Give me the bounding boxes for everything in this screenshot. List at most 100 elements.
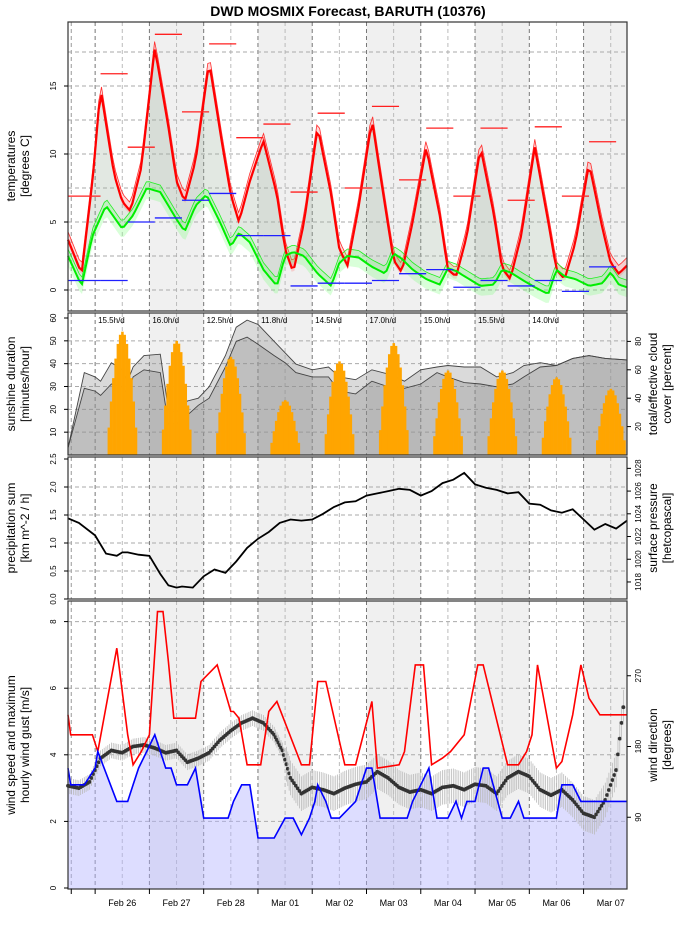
sunshine-bar — [132, 401, 136, 455]
axis-tick-label: 0.0 — [49, 593, 58, 605]
sunshine-bar — [127, 358, 131, 455]
sunshine-bar — [293, 420, 296, 455]
sunshine-bar — [283, 400, 287, 455]
x-axis-date-label: Mar 05 — [488, 898, 516, 908]
daily-sunshine-label: 15.0h/d — [424, 316, 451, 325]
day-shading — [583, 22, 627, 311]
sunshine-bar — [487, 436, 491, 455]
sunshine-bar — [295, 431, 298, 455]
mean-wind-line — [67, 732, 627, 839]
sunshine-bar — [605, 395, 608, 455]
x-axis-date-label: Feb 28 — [217, 898, 245, 908]
sunshine-bar — [182, 365, 185, 455]
sunshine-bar — [514, 436, 518, 455]
sunshine-bar — [272, 431, 276, 455]
sunshine-bar — [243, 433, 246, 455]
wind-direction-point — [594, 812, 599, 817]
sunshine-bar — [329, 396, 332, 455]
wind-direction-point — [287, 771, 292, 776]
sunshine-bar — [349, 414, 353, 455]
axis-tick-label: 60 — [634, 365, 643, 374]
sunshine-bar — [446, 370, 450, 455]
sunshine-bar — [326, 414, 330, 455]
axis-tick-label: 1018 — [634, 573, 643, 591]
panel-border — [67, 21, 628, 312]
chart-title: DWD MOSMIX Forecast, BARUTH (10376) — [210, 3, 485, 19]
sunshine-bar — [555, 377, 558, 455]
wind-direction-point — [610, 778, 615, 782]
sunshine-bar — [385, 367, 389, 455]
daily-sunshine-label: 15.5h/d — [98, 316, 125, 325]
axis-tick-label: 90 — [634, 812, 643, 821]
sunshine-bar — [505, 378, 509, 455]
sunshine-bar — [435, 418, 439, 455]
sunshine-bar — [164, 405, 167, 455]
sunshine-bar — [449, 372, 452, 455]
axis-tick-label: 8 — [49, 619, 58, 624]
wind-panel: 0 2 4 6 8 90 180 270 Feb 26 Feb 27 Feb 28 Mar 01 Mar… — [4, 600, 674, 908]
sunshine-bar — [442, 378, 445, 455]
sunshine-bar — [342, 370, 346, 455]
sunshine-bar — [335, 363, 339, 455]
wind-direction-point — [597, 806, 602, 811]
sunshine-bar — [338, 361, 341, 455]
day-shading — [583, 457, 627, 599]
axis-tick-label: 80 — [634, 336, 643, 345]
sunshine-bar — [340, 363, 344, 455]
daily-sunshine-label: 17.0h/d — [369, 316, 396, 325]
axis-tick-label: 0 — [49, 287, 58, 292]
sunshine-bar — [222, 378, 226, 455]
sunshine-bar — [460, 436, 463, 455]
axis-tick-label: 270 — [634, 669, 643, 683]
sunshine-bar — [168, 365, 172, 455]
sunshine-bar — [546, 406, 549, 455]
sunshine-bar — [177, 343, 181, 455]
right-axis-label: total/effective cloud — [646, 333, 660, 436]
gust-line — [67, 610, 627, 770]
sunshine-bar — [390, 345, 393, 455]
sunshine-bar — [397, 354, 400, 455]
sunshine-bar — [562, 394, 565, 455]
sunshine-bar — [279, 405, 282, 455]
axis-tick-label: 6 — [49, 685, 58, 690]
sunshine-bar — [347, 396, 350, 455]
wind-direction-point — [592, 815, 597, 820]
wind-direction-point — [87, 779, 92, 784]
sunshine-bar — [186, 405, 190, 455]
sunshine-bar — [548, 394, 552, 455]
axis-tick-label: 1020 — [634, 550, 643, 568]
sunshine-bar — [116, 343, 120, 455]
sunshine-bar — [225, 366, 228, 455]
sunshine-bar — [399, 367, 402, 455]
y-axis-label: precipitation sum — [4, 483, 18, 574]
axis-tick-label: 1.0 — [49, 537, 58, 549]
axis-tick-label: 1028 — [634, 459, 643, 477]
mean-wind-area — [68, 734, 627, 889]
wind-direction-point — [621, 705, 626, 710]
sunshine-bar — [383, 385, 387, 455]
panel-border — [67, 312, 628, 456]
sunshine-bar — [345, 381, 348, 455]
y-axis-label: hourly wind gust [m/s] — [18, 687, 32, 803]
x-axis-date-label: Mar 07 — [597, 898, 625, 908]
dewpoint-line — [67, 187, 628, 294]
sunshine-bar — [510, 402, 513, 455]
axis-tick-label: 180 — [634, 739, 643, 753]
sunshine-bar — [596, 440, 599, 455]
sunshine-bar — [227, 359, 230, 455]
axis-tick-label: 20 — [49, 404, 58, 413]
axis-tick-label: 1026 — [634, 482, 643, 500]
sunshine-bar — [378, 430, 382, 455]
axis-tick-label: 40 — [634, 393, 643, 402]
sunshine-bar — [351, 434, 355, 455]
sunshine-bar — [439, 388, 443, 455]
sunshine-bar — [123, 334, 126, 455]
y-axis-label: temperatures — [4, 131, 18, 202]
sunshine-bar — [274, 420, 278, 455]
sunshine-bar — [498, 372, 502, 455]
sunshine-bar — [611, 390, 615, 455]
pressure-line — [67, 471, 628, 589]
sunshine-bar — [433, 436, 436, 455]
wind-direction-point — [89, 776, 94, 780]
